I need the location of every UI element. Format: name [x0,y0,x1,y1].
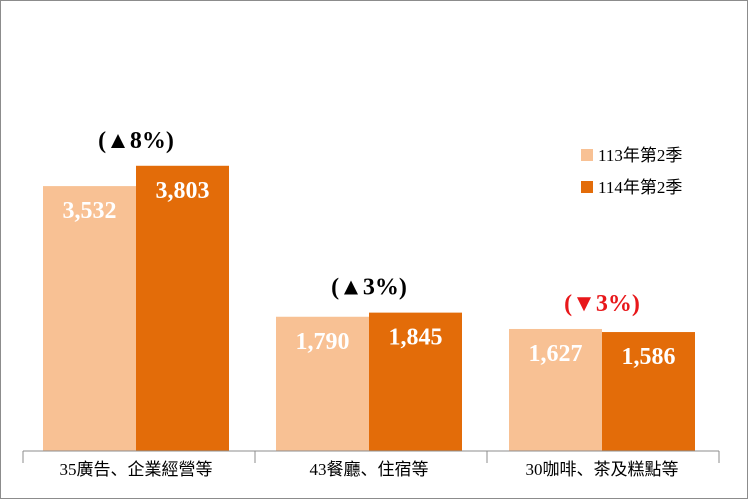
change-label: (▲8%) [98,128,174,154]
bar-curr-0 [136,165,229,451]
change-label: (▼3%) [564,291,640,317]
bar-curr-1 [369,312,462,451]
bar-value-label: 1,627 [529,341,583,367]
change-label: (▲3%) [331,275,407,301]
category-label: 43餐廳、住宿等 [310,460,429,479]
legend: 113年第2季 114年第2季 [581,146,682,197]
bar-value-label: 1,586 [622,344,676,370]
legend-label: 114年第2季 [598,178,682,197]
bar-value-label: 1,790 [296,329,350,355]
legend-swatch [581,149,593,161]
legend-swatch [581,181,593,193]
bar-prev-0 [43,186,136,451]
bar-value-label: 3,532 [63,198,117,224]
bar-curr-2 [602,332,695,451]
legend-label: 113年第2季 [598,146,682,165]
bar-value-label: 3,803 [156,178,210,204]
category-label: 35廣告、企業經營等 [60,460,213,479]
bar-prev-2 [509,328,602,451]
category-label: 30咖啡、茶及糕點等 [526,460,679,479]
bar-value-label: 1,845 [389,325,443,351]
bar-prev-1 [276,316,369,451]
